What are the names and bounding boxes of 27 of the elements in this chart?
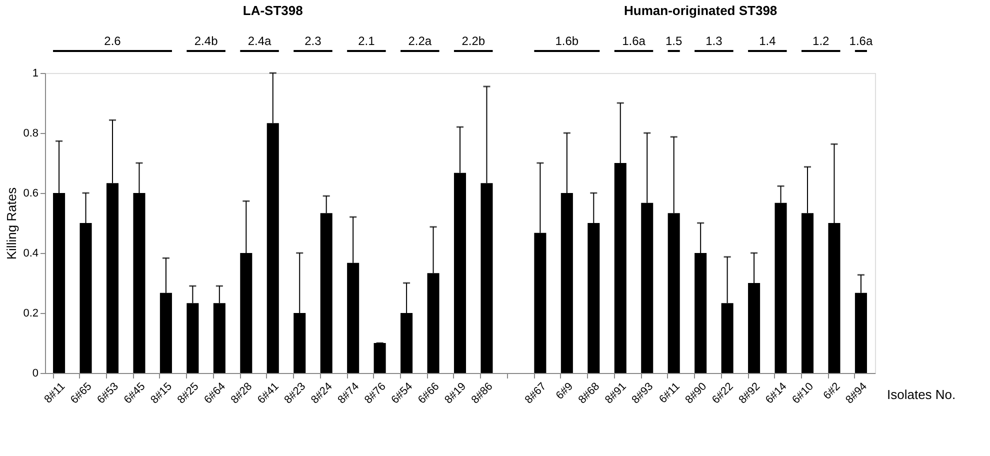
x-tick-label: 6#2 xyxy=(821,380,843,402)
text: 1.2 xyxy=(812,34,830,48)
text: 2.3 xyxy=(304,34,322,48)
text: 2.2a xyxy=(408,34,432,48)
text: 1.6b xyxy=(555,34,579,48)
y-tick-label: 0.4 xyxy=(23,248,38,260)
text: 2.4a xyxy=(248,34,272,48)
text: LA-ST398 xyxy=(242,3,303,18)
y-tick-label: 0.8 xyxy=(23,128,38,140)
text: 2.6 xyxy=(104,34,122,48)
text: 2.4b xyxy=(194,34,218,48)
text: 2.2b xyxy=(462,34,486,48)
text: 2.1 xyxy=(358,34,376,48)
y-tick-label: 0 xyxy=(32,368,38,380)
text: 1.5 xyxy=(666,34,683,48)
text: 1.4 xyxy=(759,34,776,48)
text: 1.6a xyxy=(622,34,646,48)
x-axis-title: Isolates No. xyxy=(887,387,956,402)
y-tick-label: 0.2 xyxy=(23,308,38,320)
text: 1.6a xyxy=(849,34,873,48)
y-tick-label: 0.6 xyxy=(23,188,38,200)
x-tick-label: 6#9 xyxy=(554,380,576,402)
y-tick-label: 1 xyxy=(32,68,38,80)
y-axis-title: Killing Rates xyxy=(4,186,20,260)
text: 1.3 xyxy=(706,34,723,48)
text: Human-originated ST398 xyxy=(624,3,778,18)
bar xyxy=(374,343,386,373)
